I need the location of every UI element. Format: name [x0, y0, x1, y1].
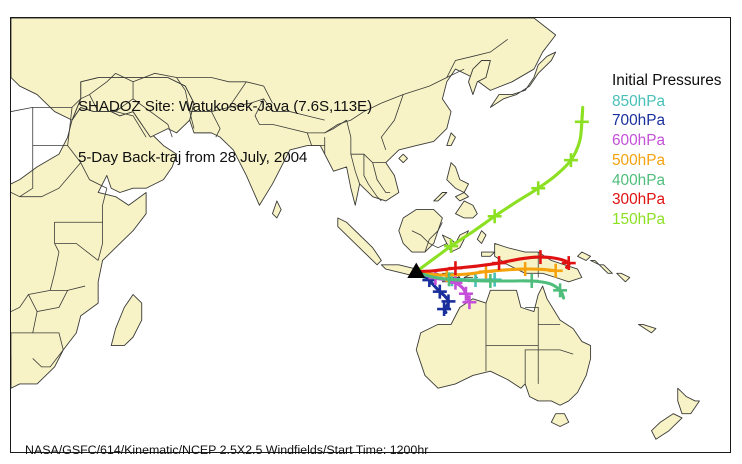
- landmass-nz-north: [677, 387, 700, 415]
- country-border-32: [324, 102, 382, 134]
- legend-title: Initial Pressures: [612, 72, 722, 89]
- trajectory-group: [414, 105, 589, 317]
- trajectory-line: [414, 270, 566, 300]
- country-border-7: [54, 221, 103, 253]
- country-border-26: [307, 119, 347, 134]
- country-border-36: [380, 94, 404, 151]
- country-border-35: [446, 38, 508, 78]
- legend-entry-700hpa: 700hPa: [612, 112, 666, 130]
- country-border-38: [424, 222, 443, 253]
- trajectory-700hpa: [414, 270, 456, 317]
- landmass-philippines-m: [455, 192, 469, 202]
- country-border-33: [272, 111, 325, 121]
- landmass-philippines-s: [455, 200, 478, 219]
- world-map-svg: [11, 18, 730, 452]
- landmass-palawan: [433, 192, 448, 202]
- landmass-japan: [489, 51, 557, 108]
- coastline-group: [11, 38, 574, 384]
- landmass-philippines-n: [446, 162, 469, 193]
- country-border-4: [19, 162, 82, 198]
- country-border-37: [411, 230, 447, 249]
- trajectory-400hpa: [414, 270, 568, 300]
- legend-entry-850hpa: 850hPa: [612, 92, 666, 110]
- legend-entry-list: 850hPa 700hPa 600hPa 500hPa 400hPa 300hPa 150h…: [612, 92, 722, 230]
- country-border-10: [11, 289, 51, 312]
- country-border-42: [525, 306, 539, 350]
- landmass-africa-east: [11, 106, 177, 389]
- country-border-24: [246, 81, 273, 104]
- landmass-halmahera: [476, 230, 487, 244]
- trajectory-150hpa: [414, 105, 589, 274]
- landmass-madagascar: [110, 294, 143, 347]
- country-border-17: [115, 72, 134, 112]
- landmass-seram: [481, 251, 496, 257]
- trajectory-500hpa: [414, 262, 563, 282]
- country-border-12: [32, 311, 64, 350]
- landmass-solomon3: [590, 260, 600, 266]
- legend-entry-500hpa: 500hPa: [612, 151, 666, 169]
- site-marker-triangle-shape: [407, 262, 426, 279]
- landmass-nz-south: [651, 413, 683, 440]
- legend-entry-600hpa: 600hPa: [612, 132, 666, 150]
- country-border-30: [363, 154, 382, 202]
- landmass-newcal: [638, 323, 657, 334]
- country-border-27: [311, 137, 326, 155]
- country-border-11: [28, 290, 68, 312]
- figure-caption: NASA/GSFC/614/Kinematic/NCEP 2.5X2.5 Win…: [25, 443, 429, 457]
- landmass-solomon2: [616, 272, 631, 283]
- landmass-tasmania: [550, 413, 570, 427]
- trajectory-line: [414, 255, 571, 274]
- trajectory-300hpa: [414, 250, 576, 276]
- country-border-34: [381, 68, 465, 104]
- legend-entry-400hpa: 400hPa: [612, 171, 666, 189]
- country-border-31: [372, 162, 391, 193]
- country-border-23: [228, 98, 273, 112]
- landmass-taiwan: [446, 132, 456, 147]
- landmass-sumatra: [337, 217, 382, 266]
- landmass-bismarck: [577, 251, 592, 261]
- country-border-1: [19, 107, 34, 198]
- landmass-solomon1: [598, 264, 613, 274]
- country-border-8: [54, 243, 99, 261]
- pressure-legend: Initial Pressures 850hPa 700hPa 600hPa 500h…: [612, 71, 722, 230]
- country-border-43: [538, 349, 574, 355]
- country-border-14: [32, 349, 64, 368]
- country-border-41: [524, 349, 539, 384]
- legend-entry-300hpa: 300hPa: [612, 191, 666, 209]
- country-border-22: [211, 111, 221, 138]
- legend-entry-150hpa: 150hPa: [612, 211, 666, 229]
- country-border-0: [11, 106, 73, 112]
- landmass-korea-cn-east: [468, 60, 491, 95]
- country-border-13: [11, 332, 33, 359]
- country-border-21: [189, 81, 247, 112]
- landmass-hainan: [398, 153, 408, 164]
- landmass-srilanka: [272, 200, 282, 219]
- plot-frame: SHADOZ Site: Watukosek-Java (7.6S,113E) …: [10, 17, 731, 457]
- site-marker-triangle: [407, 262, 426, 279]
- map-canvas: [11, 18, 730, 452]
- country-border-20: [176, 77, 247, 83]
- country-border-29: [350, 153, 386, 164]
- country-border-18: [132, 98, 173, 138]
- country-border-19: [132, 72, 195, 129]
